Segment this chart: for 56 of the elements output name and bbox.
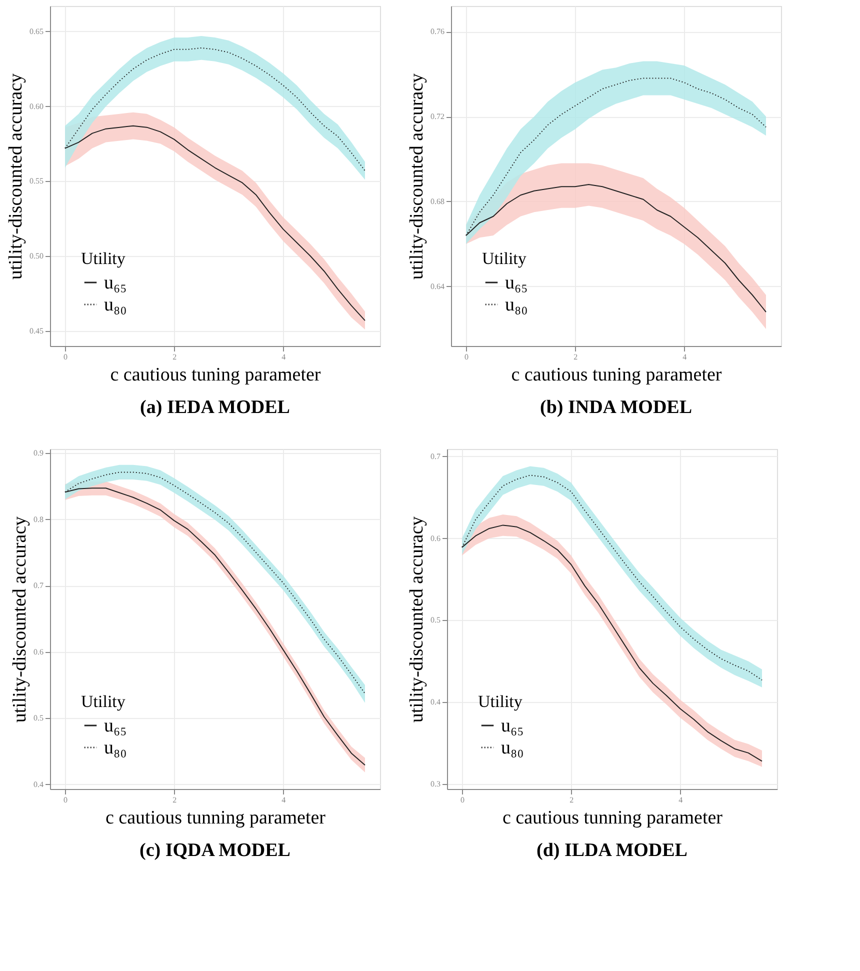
x-tick-label: 2 [574,352,578,362]
legend-label: u₆₅ [505,272,528,294]
y-tick-label: 0.65 [30,26,44,36]
x-tick-label: 0 [64,796,68,804]
x-axis-title: c cautious tuning parameter [511,364,722,386]
x-tick-label: 4 [282,352,286,362]
x-tick-label: 0 [460,796,464,804]
legend-label: u₈₀ [104,294,127,316]
legend-label: u₈₀ [505,294,528,316]
y-tick-label: 0.76 [430,27,444,36]
x-axis-title: c cautious tunning parameter [502,808,724,828]
x-tick-label: 2 [172,352,177,362]
y-axis-title: utility-discounted accuracy [406,72,428,280]
text: (b) INDA MODEL [540,397,692,418]
y-tick-label: 0.4 [430,698,440,707]
y-axis-title: utility-discounted accuracy [406,516,428,723]
y-tick-label: 0.7 [430,452,440,461]
y-tick-label: 0.68 [430,197,444,206]
legend-title: Utility [482,249,527,268]
legend-title: Utility [81,249,126,268]
y-tick-label: 0.5 [430,616,440,625]
y-tick-label: 0.6 [34,647,44,656]
legend-title: Utility [478,692,523,711]
x-axis-title: c cautious tuning parameter [110,364,322,386]
x-tick-label: 2 [172,796,177,804]
text: (c) IQDA MODEL [140,840,290,861]
x-tick-label: 2 [570,796,574,804]
legend-label: u₆₅ [104,716,127,736]
y-tick-label: 0.60 [30,102,44,111]
text: (d) ILDA MODEL [536,840,688,861]
y-tick-label: 0.6 [430,534,440,543]
text: (a) IEDA MODEL [140,397,290,418]
y-tick-label: 0.50 [30,252,44,261]
y-tick-label: 0.7 [34,581,44,590]
x-tick-label: 0 [64,352,68,362]
legend-label: u₈₀ [501,738,524,758]
x-tick-label: 0 [464,352,468,362]
x-tick-label: 4 [678,796,683,804]
y-tick-label: 0.8 [34,514,44,524]
legend-label: u₆₅ [501,716,524,736]
legend-label: u₈₀ [104,738,127,758]
x-tick-label: 4 [682,352,687,362]
y-tick-label: 0.45 [30,326,44,336]
y-tick-label: 0.5 [34,714,44,723]
y-tick-label: 0.3 [430,780,440,789]
y-tick-label: 0.55 [30,176,44,186]
y-axis-title: utility-discounted accuracy [10,516,30,723]
legend-title: Utility [81,692,126,711]
y-axis-title: utility-discounted accuracy [6,72,26,280]
y-tick-label: 0.4 [34,780,44,789]
x-axis-title: c cautious tunning parameter [105,808,326,828]
y-tick-label: 0.72 [430,112,444,121]
x-tick-label: 4 [282,796,286,804]
y-tick-label: 0.64 [430,282,444,291]
y-tick-label: 0.9 [34,448,44,458]
legend-label: u₆₅ [104,272,127,294]
